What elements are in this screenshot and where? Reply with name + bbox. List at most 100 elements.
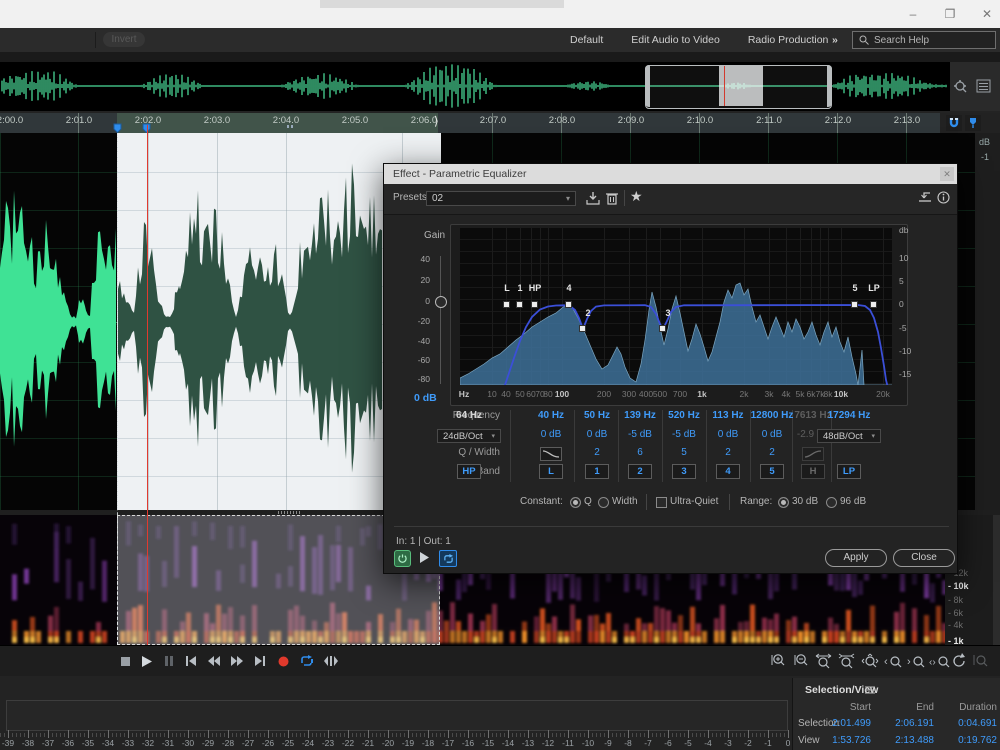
band-button-3[interactable]: 3 — [672, 464, 696, 479]
band-frequency-value[interactable]: 17294 Hz — [827, 410, 871, 421]
band-slope-select-box[interactable]: 48dB/Oct ▾ — [817, 429, 881, 443]
eq-graph[interactable]: L 1 HP 4 2 3 5 LP — [460, 228, 892, 385]
band-slope-select-box[interactable]: 24dB/Oct ▾ — [437, 429, 501, 443]
band-gain-value[interactable]: 0 dB — [586, 429, 608, 440]
sv-selection-duration[interactable]: 0:04.691 — [958, 718, 997, 729]
info-icon[interactable] — [937, 191, 950, 204]
zoom-to-in-point-icon[interactable]: ‹ — [884, 653, 903, 669]
eq-node-L[interactable] — [503, 301, 510, 308]
eq-node-3[interactable] — [659, 325, 666, 332]
selection-start-marker[interactable] — [113, 123, 122, 133]
band-button-LP[interactable]: LP — [837, 464, 861, 479]
eq-node-1[interactable] — [516, 301, 523, 308]
splitter-grip[interactable] — [278, 511, 300, 514]
ultra-quiet-label[interactable]: Ultra-Quiet — [670, 496, 719, 507]
band-slope-select[interactable]: 48dB/Oct ▾ — [814, 429, 884, 443]
band-q-value[interactable]: 2 — [769, 447, 775, 458]
band-toggle-3[interactable]: 3 — [672, 464, 696, 479]
band-gain-value[interactable]: -5 dB — [628, 429, 652, 440]
eq-node-4[interactable] — [565, 301, 572, 308]
sv-selection-start[interactable]: 2:01.499 — [832, 718, 871, 729]
overview-view-handle-right[interactable] — [827, 65, 832, 107]
band-gain-value[interactable]: -5 dB — [672, 429, 696, 440]
overview-waveform-strip[interactable] — [0, 62, 950, 111]
band-q-value[interactable]: 2 — [725, 447, 731, 458]
invert-button[interactable]: Invert — [103, 32, 145, 47]
zoom-to-selection-icon[interactable]: ‹› — [929, 653, 951, 669]
loop-playback-button[interactable] — [297, 653, 315, 669]
preset-select[interactable]: 02 ▾ — [426, 191, 576, 206]
gain-slider-knob[interactable] — [435, 296, 447, 308]
band-toggle-4[interactable]: 4 — [716, 464, 740, 479]
marker-pin-icon[interactable] — [965, 115, 981, 131]
eq-curve[interactable] — [504, 304, 889, 385]
skip-selection-button[interactable] — [322, 653, 340, 669]
band-frequency-value[interactable]: 50 Hz — [583, 410, 611, 421]
zoom-out-icon[interactable] — [793, 653, 810, 669]
band-toggle-LP[interactable]: LP — [837, 464, 861, 479]
dialog-close-icon[interactable]: ✕ — [940, 167, 954, 181]
band-q-cell[interactable] — [529, 447, 573, 461]
band-frequency-value[interactable]: 139 Hz — [624, 410, 656, 421]
band-toggle-5[interactable]: 5 — [760, 464, 784, 479]
band-frequency-value[interactable]: 113 Hz — [712, 410, 744, 421]
ruler-selection-end-bracket[interactable]: ⟩ — [434, 114, 439, 128]
overview-view-handle-left[interactable] — [645, 65, 650, 107]
eq-node-LP[interactable] — [870, 301, 877, 308]
fast-forward-button[interactable] — [228, 653, 246, 669]
band-q-value[interactable]: 2 — [594, 447, 600, 458]
gain-slider-track[interactable] — [440, 256, 441, 384]
favorite-star-icon[interactable]: ★ — [630, 188, 643, 204]
overview-view-box[interactable] — [645, 65, 832, 109]
snap-magnet-icon[interactable] — [946, 115, 962, 131]
constant-width-label[interactable]: Width — [612, 496, 638, 507]
sv-view-duration[interactable]: 0:19.762 — [958, 735, 997, 746]
band-button-1[interactable]: 1 — [585, 464, 609, 479]
insert-effect-icon[interactable] — [918, 191, 932, 205]
band-frequency-value[interactable]: 12800 Hz — [750, 410, 794, 421]
band-toggle-L[interactable]: L — [539, 464, 563, 479]
minimize-button[interactable]: – — [909, 7, 917, 21]
band-gain-value[interactable]: 0 dB — [717, 429, 739, 440]
band-frequency-value[interactable]: 40 Hz — [537, 410, 565, 421]
overview-selection-region[interactable] — [719, 66, 763, 106]
band-q-value[interactable]: 5 — [681, 447, 687, 458]
save-preset-icon[interactable] — [586, 191, 600, 205]
band-button-5[interactable]: 5 — [760, 464, 784, 479]
band-button-4[interactable]: 4 — [716, 464, 740, 479]
reset-zoom-icon[interactable] — [952, 653, 967, 669]
workspace-tab-edit-audio-to-video[interactable]: Edit Audio to Video — [631, 34, 720, 46]
pause-button[interactable] — [160, 653, 178, 669]
delete-preset-icon[interactable] — [606, 191, 618, 205]
loop-preview-button[interactable] — [439, 550, 457, 567]
zoom-in-time-icon[interactable] — [815, 653, 833, 669]
zoom-to-out-point-icon[interactable]: › — [907, 653, 926, 669]
band-frequency-value[interactable]: 64 Hz — [455, 410, 483, 421]
panel-menu-icon[interactable] — [976, 79, 991, 93]
sv-selection-end[interactable]: 2:06.191 — [895, 718, 934, 729]
constant-q-radio[interactable] — [570, 497, 581, 508]
band-slope-select[interactable]: 24dB/Oct ▾ — [434, 429, 504, 443]
band-button-HP[interactable]: HP — [457, 464, 481, 479]
band-toggle-H[interactable]: H — [801, 464, 825, 479]
band-button-L[interactable]: L — [539, 464, 563, 479]
close-button[interactable]: ✕ — [981, 7, 993, 21]
sv-view-start[interactable]: 1:53.726 — [832, 735, 871, 746]
workspace-tab-radio-production[interactable]: Radio Production — [747, 34, 829, 46]
band-gain-value[interactable]: 0 dB — [540, 429, 562, 440]
band-button-2[interactable]: 2 — [628, 464, 652, 479]
preview-play-button[interactable] — [420, 552, 429, 563]
shelf-curve-icon[interactable] — [540, 447, 562, 461]
sv-view-end[interactable]: 2:13.488 — [895, 735, 934, 746]
eq-node-5[interactable] — [851, 301, 858, 308]
zoom-out-time-icon[interactable] — [838, 653, 856, 669]
band-frequency-value[interactable]: 520 Hz — [668, 410, 700, 421]
constant-width-radio[interactable] — [598, 497, 609, 508]
band-button-H[interactable]: H — [801, 464, 825, 479]
band-gain-value[interactable]: 0 dB — [761, 429, 783, 440]
band-toggle-1[interactable]: 1 — [585, 464, 609, 479]
close-dialog-button[interactable]: Close — [893, 549, 955, 567]
band-q-value[interactable]: 6 — [637, 447, 643, 458]
timeline-ruler[interactable]: 2:00.0 2:01.0 2:02.0 2:03.0 2:04.0 2:05.0 2:06… — [0, 113, 940, 133]
band-toggle-HP[interactable]: HP — [457, 464, 481, 479]
